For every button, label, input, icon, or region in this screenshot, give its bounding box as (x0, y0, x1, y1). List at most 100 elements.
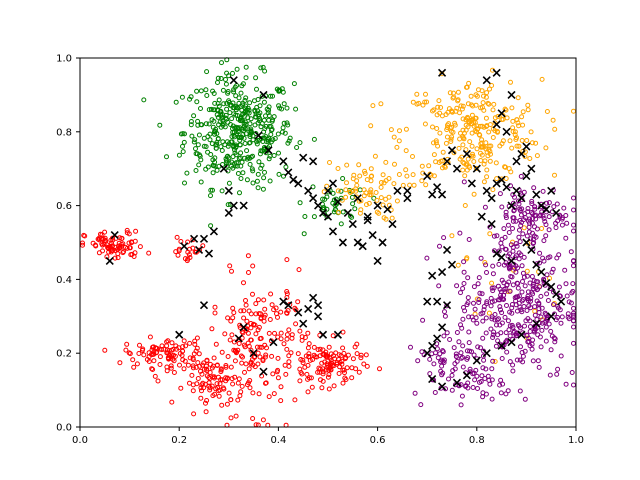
data-point (242, 105, 248, 111)
data-point (204, 373, 210, 379)
data-point (532, 213, 538, 219)
data-point (475, 281, 481, 287)
data-point (526, 224, 532, 230)
data-point (205, 164, 211, 170)
data-point (488, 326, 494, 332)
data-point (414, 91, 420, 97)
data-point (480, 318, 486, 324)
data-point (305, 330, 311, 336)
data-point (534, 317, 540, 322)
data-point (369, 173, 375, 179)
data-point (209, 365, 215, 371)
data-point (236, 95, 242, 101)
data-point (340, 176, 346, 181)
data-point (241, 315, 247, 321)
data-point (187, 340, 193, 346)
data-point (481, 107, 487, 113)
data-point (490, 335, 496, 340)
data-point (96, 235, 102, 241)
data-point (531, 329, 537, 335)
data-point (270, 117, 276, 123)
data-point (237, 190, 242, 196)
data-point (481, 93, 486, 99)
data-point (342, 375, 348, 381)
data-point (454, 283, 460, 289)
x-marker (314, 312, 323, 321)
data-point (232, 348, 238, 354)
x-marker (547, 186, 556, 195)
data-point (539, 305, 545, 311)
data-point (548, 328, 554, 334)
data-point (243, 298, 248, 303)
x-marker (294, 179, 303, 188)
data-point (519, 114, 525, 120)
data-point (310, 357, 316, 362)
data-point (230, 381, 236, 387)
y-tick-label: 0.4 (56, 275, 72, 286)
data-point (489, 83, 495, 88)
data-point (475, 344, 481, 350)
data-point (492, 317, 498, 323)
data-point (460, 142, 466, 148)
data-point (453, 351, 459, 357)
data-point (378, 180, 384, 185)
data-point (499, 310, 505, 316)
data-point (504, 303, 509, 308)
data-point (461, 259, 467, 265)
data-point (262, 169, 267, 175)
data-point (247, 134, 253, 139)
data-point (225, 315, 231, 321)
data-point (531, 233, 537, 239)
data-point (403, 126, 409, 132)
data-point (322, 196, 328, 202)
data-point (458, 350, 464, 356)
data-point (546, 321, 552, 327)
data-point (230, 129, 236, 135)
data-point (318, 377, 323, 383)
x-marker (175, 330, 184, 339)
data-point (103, 238, 109, 244)
data-point (460, 116, 466, 122)
data-point (464, 167, 470, 173)
data-point (268, 93, 273, 99)
data-point (489, 377, 495, 383)
x-marker (343, 208, 352, 218)
data-point (256, 112, 261, 117)
data-point (203, 400, 208, 406)
data-point (192, 338, 198, 344)
data-point (478, 255, 484, 261)
data-point (522, 283, 528, 289)
data-point (378, 184, 384, 190)
data-point (197, 152, 202, 158)
data-point (534, 298, 540, 304)
data-point (383, 159, 389, 165)
data-point (327, 362, 333, 368)
data-point (266, 394, 272, 400)
data-point (482, 204, 488, 210)
data-point (225, 354, 231, 359)
data-point (196, 162, 202, 168)
data-point (206, 121, 212, 127)
data-point (527, 156, 533, 161)
data-point (235, 116, 241, 122)
data-point (476, 275, 482, 281)
data-point (408, 344, 413, 350)
data-point (238, 163, 244, 169)
x-tick-label: 0.6 (370, 435, 386, 446)
data-point (272, 330, 277, 336)
data-point (335, 188, 341, 194)
data-point (504, 339, 510, 345)
data-point (529, 201, 535, 207)
data-point (571, 222, 576, 228)
data-point (311, 214, 317, 220)
data-point (484, 167, 490, 173)
data-point (245, 330, 251, 336)
data-point (519, 138, 525, 143)
data-point (212, 310, 218, 316)
data-point (210, 157, 216, 163)
data-point (491, 248, 497, 254)
data-point (338, 188, 344, 194)
data-point (259, 162, 265, 168)
data-point (171, 358, 177, 364)
data-point (447, 337, 453, 342)
